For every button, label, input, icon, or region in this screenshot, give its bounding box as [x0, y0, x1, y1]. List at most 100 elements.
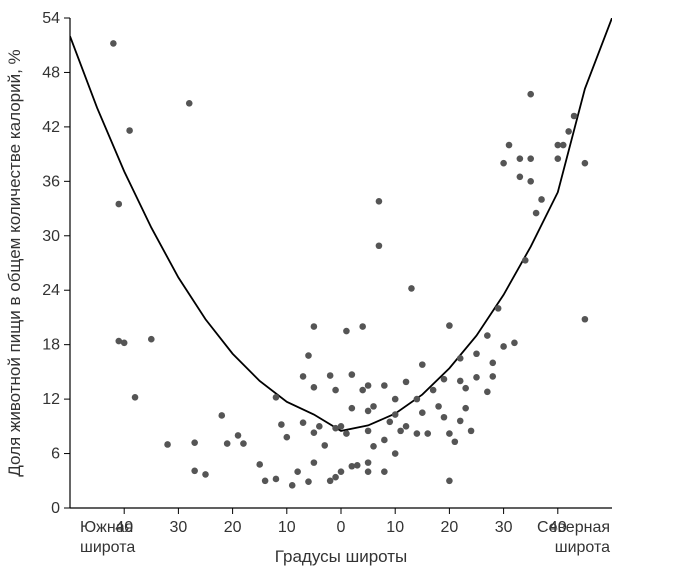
y-axis-label: Доля животной пищи в общем количестве ка…	[5, 49, 24, 476]
data-point	[235, 432, 242, 439]
data-point	[148, 336, 155, 343]
data-point	[365, 382, 372, 389]
data-point	[256, 461, 263, 468]
x-tick-label: 30	[170, 519, 188, 536]
data-point	[484, 332, 491, 339]
y-tick-label: 18	[42, 337, 60, 354]
data-point	[354, 462, 361, 469]
data-point	[359, 323, 366, 330]
data-point	[191, 439, 198, 446]
data-point	[457, 355, 464, 362]
data-point	[115, 201, 122, 208]
data-point	[408, 285, 415, 292]
data-point	[381, 468, 388, 475]
data-point	[305, 352, 312, 359]
data-point	[484, 389, 491, 396]
data-point	[533, 210, 540, 217]
data-point	[202, 471, 209, 478]
data-point	[300, 419, 307, 426]
data-point	[240, 440, 247, 447]
data-point	[343, 328, 350, 335]
y-tick-label: 0	[51, 500, 60, 517]
data-point	[527, 178, 534, 185]
chart-svg: 06121824303642485440302010010203040Южная…	[0, 0, 682, 577]
scatter-chart: 06121824303642485440302010010203040Южная…	[0, 0, 682, 577]
y-tick-label: 42	[42, 119, 60, 136]
data-point	[381, 382, 388, 389]
data-point	[446, 430, 453, 437]
data-point	[500, 160, 507, 167]
x-tick-label: 10	[278, 519, 296, 536]
x-right-corner-2: широта	[555, 539, 610, 556]
data-point	[500, 343, 507, 350]
y-tick-label: 36	[42, 173, 60, 190]
data-point	[457, 378, 464, 385]
data-point	[300, 373, 307, 380]
data-point	[338, 468, 345, 475]
data-point	[441, 414, 448, 421]
y-tick-label: 48	[42, 64, 60, 81]
data-point	[316, 423, 323, 430]
data-point	[495, 305, 502, 312]
data-point	[430, 387, 437, 394]
data-point	[164, 441, 171, 448]
data-point	[370, 443, 377, 450]
data-point	[365, 428, 372, 435]
data-point	[522, 257, 529, 264]
x-tick-label: 10	[386, 519, 404, 536]
data-point	[555, 155, 562, 162]
x-left-corner-2: широта	[80, 539, 135, 556]
data-point	[311, 323, 318, 330]
y-tick-label: 24	[42, 282, 60, 299]
data-point	[289, 482, 296, 489]
data-point	[424, 430, 431, 437]
data-point	[511, 340, 518, 347]
data-point	[273, 476, 280, 483]
data-point	[381, 437, 388, 444]
data-point	[218, 412, 225, 419]
y-tick-label: 12	[42, 391, 60, 408]
data-point	[419, 409, 426, 416]
data-point	[538, 196, 545, 203]
data-point	[397, 428, 404, 435]
data-point	[462, 385, 469, 392]
data-point	[311, 384, 318, 391]
data-point	[473, 350, 480, 357]
data-point	[392, 450, 399, 457]
data-point	[419, 361, 426, 368]
data-point	[506, 142, 513, 149]
x-tick-label: 20	[224, 519, 242, 536]
data-point	[305, 478, 312, 485]
data-point	[452, 438, 459, 445]
data-point	[370, 403, 377, 410]
data-point	[359, 387, 366, 394]
data-point	[414, 430, 421, 437]
data-point	[110, 40, 117, 47]
data-point	[571, 113, 578, 120]
data-point	[392, 411, 399, 418]
data-point	[441, 376, 448, 383]
data-point	[376, 198, 383, 205]
data-point	[278, 421, 285, 428]
data-point	[126, 127, 133, 134]
data-point	[386, 418, 393, 425]
data-point	[582, 160, 589, 167]
data-point	[294, 468, 301, 475]
data-point	[262, 477, 269, 484]
data-point	[321, 442, 328, 449]
data-point	[365, 468, 372, 475]
x-tick-label: 20	[441, 519, 459, 536]
data-point	[403, 423, 410, 430]
data-point	[332, 474, 339, 481]
data-point	[224, 440, 231, 447]
x-tick-label: 30	[495, 519, 513, 536]
data-point	[446, 322, 453, 329]
data-point	[446, 477, 453, 484]
data-point	[311, 459, 318, 466]
data-point	[121, 340, 128, 347]
data-point	[473, 374, 480, 381]
data-point	[392, 396, 399, 403]
data-point	[284, 434, 291, 441]
data-point	[517, 155, 524, 162]
data-point	[332, 387, 339, 394]
